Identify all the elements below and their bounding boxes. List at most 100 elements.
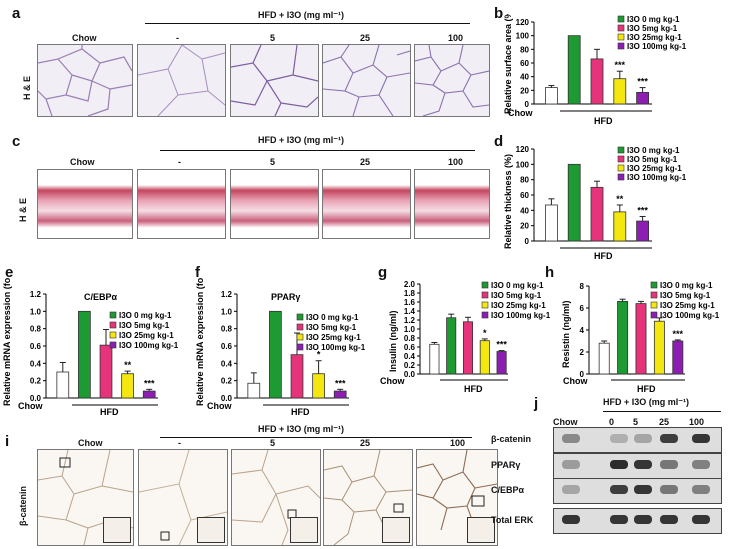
panel-i-image-dose-100: [416, 449, 498, 546]
panel-i-inset-dose-100: [467, 517, 495, 543]
chart-g-ytick-5: 1.0: [404, 325, 416, 334]
chart-b-ytick-4: 80: [520, 45, 529, 54]
blot-band-1-1: [610, 460, 628, 469]
panel-c-header-line: [160, 150, 475, 151]
chart-b-ytick-6: 120: [516, 18, 530, 27]
panel-a-image-dose-25: [322, 44, 411, 117]
chart-b-chow-label: Chow: [508, 108, 533, 118]
chart-e-legend-label-1: I3O 5mg kg-1: [119, 321, 170, 330]
blot-row-ppar: [553, 453, 722, 479]
chart-b-bar-2: [590, 58, 604, 105]
panel-label-h: h: [545, 264, 555, 281]
blot-label-bcatenin: β-catenin: [491, 434, 531, 444]
panel-label-i: i: [5, 433, 10, 450]
panel-a-image-chow: [37, 44, 133, 117]
blot-band-2-4: [692, 485, 710, 494]
chart-f-bar-0: [247, 382, 261, 399]
chart-b-ytick-1: 20: [520, 86, 529, 95]
chart-h-ytick-3: 6: [580, 304, 585, 313]
chart-h-ylabel: Resistin (ng/ml): [561, 300, 571, 368]
chart-g-ytick-9: 1.8: [404, 289, 416, 298]
chart-d-legend-label-2: I3O 25mg kg-1: [627, 164, 682, 173]
chart-g-legend-label-0: I3O 0 mg kg-1: [491, 281, 544, 290]
panel-a-header-line: [145, 23, 470, 24]
panel-a-dose-0: -: [176, 33, 179, 43]
chart-f-legend-swatch-0: [296, 313, 304, 321]
chart-d-bar-3: [613, 211, 627, 242]
blot-row-cebp: [553, 478, 722, 504]
blot-band-2-0: [562, 485, 580, 494]
chart-g-legend-swatch-2: [481, 301, 489, 309]
panel-label-a: a: [12, 5, 21, 22]
chart-f-legend-label-1: I3O 5mg kg-1: [306, 323, 357, 332]
panel-label-g: g: [378, 264, 388, 281]
chart-g-ylabel: Insulin (ng/ml): [388, 311, 398, 373]
panel-c-chow-label: Chow: [70, 157, 95, 167]
blot-band-0-1: [610, 434, 628, 443]
panel-label-b: b: [494, 5, 504, 22]
panel-i-dose-25: 25: [360, 438, 371, 448]
panel-i-image-dose-5: [231, 449, 321, 546]
chart-g-bar-1: [446, 317, 457, 375]
chart-e-legend-label-0: I3O 0 mg kg-1: [119, 311, 172, 320]
panel-i-treatment-header: HFD + I3O (mg ml⁻¹): [258, 424, 345, 434]
chart-f-bar-2: [290, 354, 304, 399]
chart-b-legend-swatch-2: [617, 33, 625, 41]
panel-i-inset-dose-5: [290, 517, 318, 543]
chart-h-legend-label-3: I3O 100mg kg-1: [660, 311, 720, 320]
chart-d-legend-label-1: I3O 5mg kg-1: [627, 155, 678, 164]
chart-f-ytick-0: 0.0: [221, 394, 233, 403]
chart-h-ytick-0: 0: [580, 370, 585, 379]
chart-h-sig-4: ***: [673, 329, 684, 339]
chart-g-legend-label-2: I3O 25mg kg-1: [491, 301, 546, 310]
chart-e-legend-label-2: I3O 25mg kg-1: [119, 331, 174, 340]
chart-g-legend-label-3: I3O 100mg kg-1: [491, 311, 550, 320]
chart-h-legend-swatch-1: [650, 291, 658, 299]
chart-d-ytick-0: 0: [525, 237, 530, 246]
panel-a-image-dose-100: [414, 44, 490, 117]
panel-c-dose-100: 100: [448, 157, 464, 167]
lane-label-0: 0: [609, 417, 615, 427]
chart-g-ytick-4: 0.8: [404, 334, 416, 343]
chart-f-ylabel: Relative mRNA expression (fold of contro…: [195, 278, 205, 406]
chart-g-legend-swatch-1: [481, 291, 489, 299]
panel-label-c: c: [12, 133, 21, 150]
chart-d-ylabel: Relative thickness (%): [503, 154, 513, 249]
blot-band-0-3: [660, 434, 678, 443]
panel-c-image-dose-0: [137, 169, 226, 239]
chart-e-ytick-6: 1.2: [30, 290, 42, 299]
chart-h-ytick-1: 2: [580, 348, 585, 357]
chart-b-sig-3: ***: [615, 60, 626, 70]
chart-e-ytick-3: 0.6: [30, 342, 42, 351]
panel-i-dose-100: 100: [450, 438, 466, 448]
chart-h-legend-swatch-2: [650, 301, 658, 309]
panel-i-inset-dose-0: [197, 517, 225, 543]
panel-a-image-dose-0: [137, 44, 226, 117]
panel-c-image-chow: [37, 169, 133, 239]
chart-g-bar-0: [429, 343, 440, 375]
blot-band-1-0: [562, 460, 580, 469]
chart-g-bar-4: [496, 351, 507, 375]
chart-e-bar-4: [142, 390, 156, 399]
chart-b-legend-label-3: I3O 100mg kg-1: [627, 42, 687, 51]
chart-d: Relative thickness (%) 0 20 40 60 80 100 120 *…: [503, 145, 687, 261]
chart-f-ytick-3: 0.6: [221, 342, 233, 351]
chart-d-ytick-2: 40: [520, 206, 529, 215]
chart-e-ytick-1: 0.2: [30, 377, 42, 386]
panel-c-image-dose-5: [230, 169, 319, 239]
chart-b-legend-swatch-3: [617, 42, 625, 50]
chart-e-chow-label: Chow: [18, 401, 43, 411]
chart-f-ytick-1: 0.2: [221, 377, 233, 386]
panel-i-image-chow: [37, 449, 134, 546]
chart-f-sig-3: *: [317, 350, 321, 360]
panel-c-image-dose-100: [414, 169, 490, 239]
panel-c-dose-5: 5: [270, 157, 276, 167]
chart-f-sig-4: ***: [335, 378, 346, 388]
chart-g-sig-4: ***: [496, 340, 507, 350]
chart-f-title: PPARγ: [271, 292, 300, 302]
chart-e-bar-3: [121, 373, 134, 399]
chart-g-ytick-6: 1.2: [404, 316, 416, 325]
panel-j-header-line: [603, 411, 721, 412]
blot-label-ppar: PPARγ: [491, 460, 521, 470]
lane-label-100: 100: [689, 417, 705, 427]
